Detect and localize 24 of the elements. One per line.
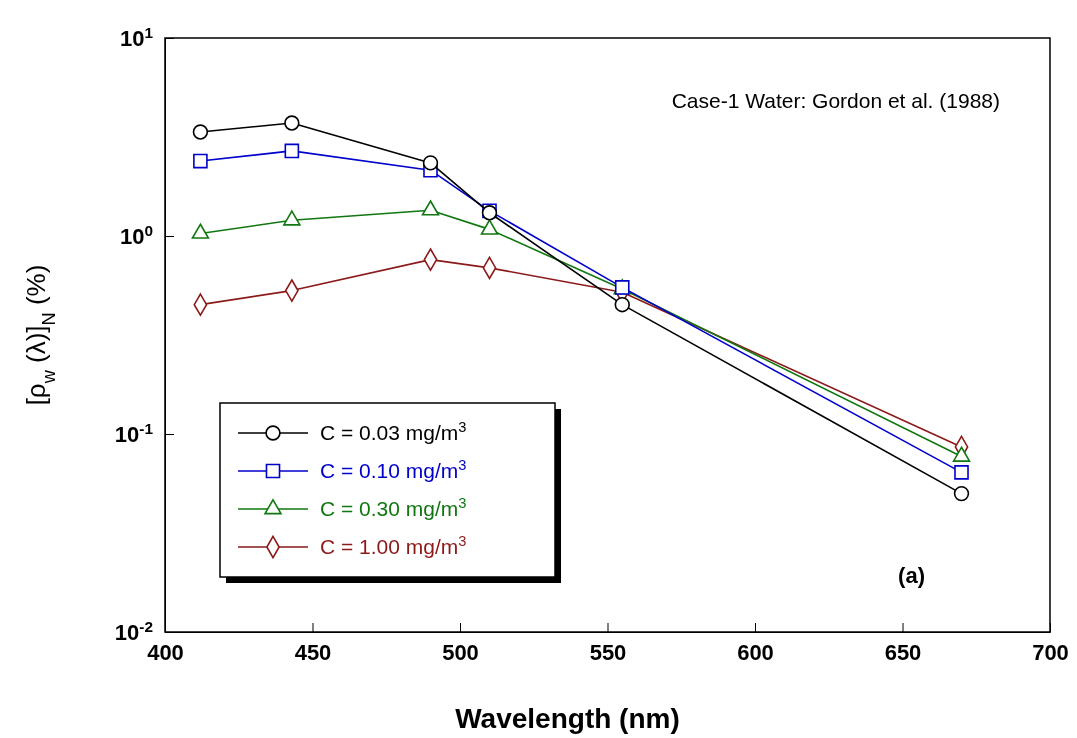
- point: [953, 485, 970, 502]
- point: [614, 296, 630, 313]
- point: [192, 124, 209, 140]
- legend-label: C = 0.30 mg/m$^{3}$: [320, 495, 467, 520]
- x-axis-title: Wavelength (nm): [455, 703, 680, 734]
- x-tick-label: 700: [1032, 639, 1069, 665]
- x-tick-label: 650: [884, 639, 922, 665]
- point: [954, 465, 969, 480]
- point: [284, 143, 300, 159]
- x-tick-label: 500: [442, 639, 479, 665]
- y-tick-label: 10$^{1}$: [119, 23, 154, 51]
- x-tick-label: 450: [294, 639, 332, 665]
- annotation: Case-1 Water: Gordon et al. (1988): [671, 89, 1000, 112]
- point: [422, 155, 439, 171]
- annotation: (a): [898, 563, 925, 588]
- point: [284, 115, 300, 131]
- x-tick-label: 600: [737, 639, 774, 665]
- point: [193, 153, 208, 169]
- legend-label: C = 0.03 mg/m$^{3}$: [320, 419, 467, 444]
- legend-label: C = 0.10 mg/m$^{3}$: [320, 457, 467, 482]
- legend-label: C = 1.00 mg/m$^{3}$: [320, 533, 467, 558]
- y-tick-label: 10$^{0}$: [119, 221, 153, 249]
- y-tick-label: 10$^{-1}$: [114, 419, 154, 447]
- x-tick-label: 550: [589, 639, 627, 665]
